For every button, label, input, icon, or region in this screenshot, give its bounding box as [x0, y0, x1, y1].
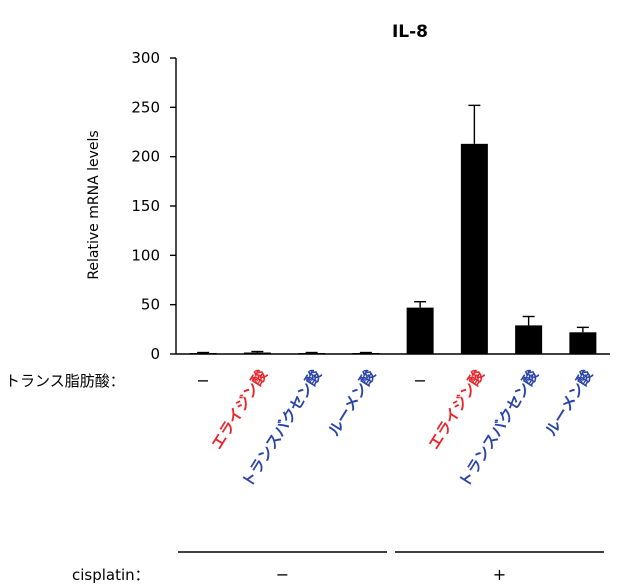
y-tick-label: 50 — [141, 296, 160, 314]
bar — [569, 332, 597, 354]
bars — [189, 104, 597, 355]
category-label: ルーメン酸 — [542, 366, 597, 439]
group-label: − — [276, 565, 289, 584]
bar — [298, 353, 326, 355]
y-tick-label: 0 — [150, 345, 160, 363]
category-label: エライジン酸 — [208, 366, 271, 453]
bar — [189, 353, 217, 355]
category-label: − — [413, 371, 426, 390]
category-label: ルーメン酸 — [325, 366, 380, 439]
y-tick-label: 300 — [131, 49, 160, 67]
group-label: + — [493, 565, 506, 584]
y-tick-label: 150 — [131, 197, 160, 215]
y-tick-label: 100 — [131, 246, 160, 264]
bar — [352, 353, 380, 355]
y-tick-label: 200 — [131, 148, 160, 166]
bar — [406, 307, 434, 354]
category-label: − — [196, 371, 209, 390]
trans-fatty-acid-row-label: トランス脂肪酸： — [5, 372, 125, 390]
y-ticks: 0 50 100 150 200 250 300 — [131, 49, 176, 363]
y-axis-label: Relative mRNA levels — [86, 130, 102, 279]
cisplatin-row-label: cisplatin： — [72, 566, 150, 584]
bar — [460, 143, 488, 354]
y-tick-label: 250 — [131, 98, 160, 116]
bar — [515, 325, 543, 354]
category-label: エライジン酸 — [425, 366, 488, 453]
bar — [243, 352, 271, 355]
chart-title: IL-8 — [392, 22, 428, 42]
group-brackets: − + — [178, 551, 604, 584]
